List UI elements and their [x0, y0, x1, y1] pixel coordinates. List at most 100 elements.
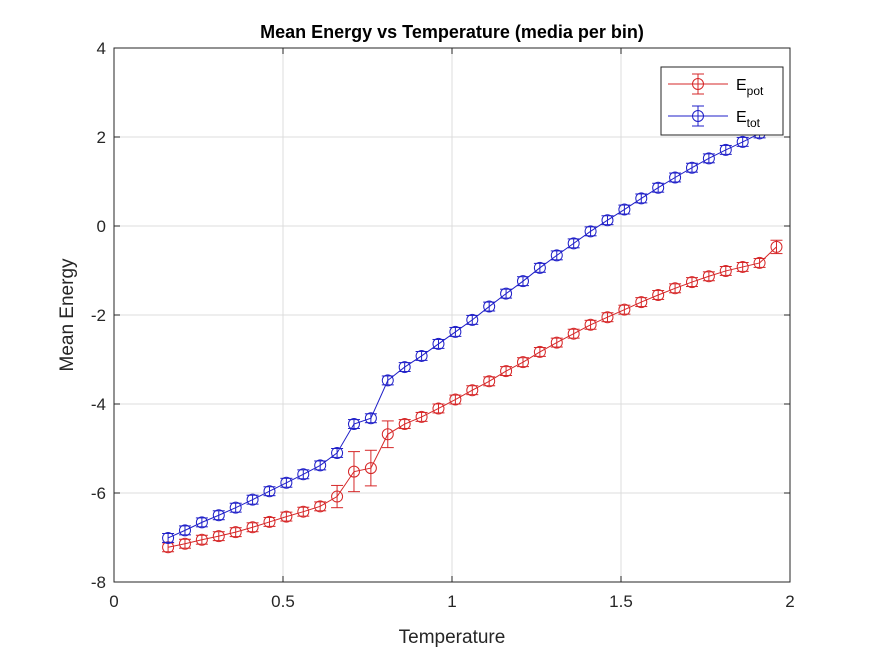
- data-point: [347, 418, 360, 431]
- data-point: [618, 303, 631, 316]
- data-point: [381, 428, 394, 441]
- y-tick-label: 0: [97, 217, 106, 236]
- data-point: [449, 325, 462, 338]
- y-tick-label: 2: [97, 128, 106, 147]
- data-point: [736, 260, 749, 273]
- data-point: [685, 161, 698, 174]
- legend-marker: [692, 78, 704, 90]
- chart-title: Mean Energy vs Temperature (media per bi…: [260, 22, 644, 42]
- data-point: [246, 493, 259, 506]
- data-point: [550, 336, 563, 349]
- data-point: [314, 459, 327, 472]
- data-point: [178, 524, 191, 537]
- data-point: [364, 412, 377, 425]
- data-point: [584, 318, 597, 331]
- y-tick-label: -8: [91, 573, 106, 592]
- data-point: [466, 384, 479, 397]
- data-point: [567, 237, 580, 250]
- y-tick-label: -6: [91, 484, 106, 503]
- data-point: [432, 402, 445, 415]
- series-line: [167, 246, 777, 548]
- x-tick-label: 0: [109, 592, 118, 611]
- legend-box: [660, 66, 784, 136]
- data-point: [601, 214, 614, 227]
- data-point: [331, 490, 344, 503]
- data-point: [736, 135, 749, 148]
- series-group: [162, 109, 783, 554]
- data-point: [280, 476, 293, 489]
- y-axis-label: Mean Energy: [57, 258, 78, 372]
- y-tick-label: 4: [97, 39, 106, 58]
- data-point: [550, 249, 563, 262]
- data-point: [635, 192, 648, 205]
- axis-ticks: 0 0.5 1 1.5 2 -8 -6 -4 -2 0 2 4: [91, 39, 795, 611]
- data-point: [652, 181, 665, 194]
- data-point: [415, 349, 428, 362]
- x-tick-label: 1: [447, 592, 456, 611]
- data-point: [753, 256, 766, 269]
- data-point: [702, 152, 715, 165]
- data-point: [770, 240, 783, 253]
- data-point: [584, 225, 597, 238]
- data-point: [533, 261, 546, 274]
- data-point: [331, 446, 344, 459]
- data-point: [635, 296, 648, 309]
- legend-entry-pot: Epot: [668, 73, 764, 98]
- data-point: [263, 515, 276, 528]
- data-point: [500, 287, 513, 300]
- data-point: [280, 510, 293, 523]
- legend-label: Etot: [736, 109, 761, 130]
- data-point: [381, 374, 394, 387]
- y-tick-label: -4: [91, 395, 106, 414]
- data-point: [212, 530, 225, 543]
- x-tick-label: 0.5: [271, 592, 295, 611]
- data-point: [516, 275, 529, 288]
- data-point: [719, 264, 732, 277]
- data-point: [500, 365, 513, 378]
- legend-entry-tot: Etot: [668, 105, 761, 130]
- legend-label: Epot: [736, 77, 764, 98]
- x-axis-label: Temperature: [399, 627, 506, 648]
- legend-marker: [692, 110, 704, 122]
- data-point: [449, 393, 462, 406]
- series-tot: [162, 109, 783, 544]
- data-point: [567, 327, 580, 340]
- data-point: [263, 485, 276, 498]
- data-point: [162, 531, 175, 544]
- data-point: [297, 468, 310, 481]
- series-pot: [162, 239, 783, 554]
- data-point: [229, 526, 242, 539]
- data-point: [483, 300, 496, 313]
- data-point: [483, 375, 496, 388]
- data-point: [618, 203, 631, 216]
- data-point: [533, 345, 546, 358]
- data-point: [601, 311, 614, 324]
- data-point: [516, 356, 529, 369]
- x-tick-label: 1.5: [609, 592, 633, 611]
- data-point: [229, 501, 242, 514]
- x-tick-label: 2: [785, 592, 794, 611]
- data-point: [195, 516, 208, 529]
- series-line: [167, 115, 777, 539]
- data-point: [212, 509, 225, 522]
- data-point: [314, 500, 327, 513]
- legend: Epot Etot: [660, 66, 784, 136]
- data-point: [347, 465, 360, 478]
- data-point: [669, 171, 682, 184]
- data-point: [195, 533, 208, 546]
- data-point: [178, 537, 191, 550]
- data-point: [466, 313, 479, 326]
- data-point: [398, 418, 411, 431]
- data-point: [432, 337, 445, 350]
- data-point: [669, 282, 682, 295]
- data-point: [364, 462, 377, 475]
- data-point: [415, 410, 428, 423]
- data-point: [398, 361, 411, 374]
- data-point: [719, 143, 732, 156]
- data-point: [652, 288, 665, 301]
- y-tick-label: -2: [91, 306, 106, 325]
- data-point: [297, 505, 310, 518]
- data-point: [246, 521, 259, 534]
- data-point: [685, 276, 698, 289]
